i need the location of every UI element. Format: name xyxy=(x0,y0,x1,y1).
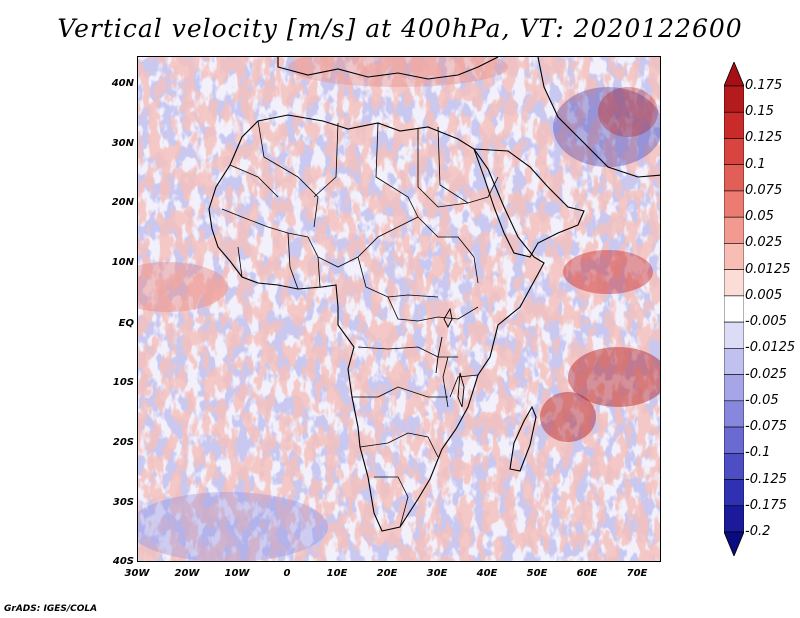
colorbar-label: -0.05 xyxy=(745,392,779,408)
arabia-patch xyxy=(553,87,660,167)
colorbar-label: -0.1 xyxy=(745,445,771,461)
lat-label-40n: 40N xyxy=(111,78,134,89)
colorbar-box xyxy=(724,111,744,139)
colorbar-box xyxy=(724,426,744,454)
colorbar-box xyxy=(724,164,744,192)
lon-label-70e: 70E xyxy=(626,568,648,579)
colorbar-box xyxy=(724,400,744,428)
lon-label-10e: 10E xyxy=(326,568,348,579)
colorbar-label: 0.025 xyxy=(745,235,783,251)
iran-patch xyxy=(598,87,658,137)
colorbar-label: 0.175 xyxy=(745,78,783,93)
colorbar xyxy=(724,62,744,556)
colorbar-label: -0.125 xyxy=(745,471,787,487)
lon-label-30e: 30E xyxy=(426,568,448,579)
colorbar-box xyxy=(724,374,744,402)
lat-label-30s: 30S xyxy=(112,497,134,508)
grads-credit: GrADS: IGES/COLA xyxy=(4,604,98,614)
colorbar-label: 0.1 xyxy=(745,156,766,172)
colorbar-box xyxy=(724,348,744,375)
colorbar-label: 0.125 xyxy=(745,130,783,146)
mediterranean-patch xyxy=(288,57,508,87)
lat-label-20s: 20S xyxy=(112,437,134,448)
indian-ocean-patch-north xyxy=(563,250,653,294)
descent-noise-layer xyxy=(138,57,660,561)
colorbar-max-triangle xyxy=(724,62,744,87)
lat-label-30n: 30N xyxy=(111,138,134,149)
colorbar-box xyxy=(724,269,744,297)
colorbar-label: -0.075 xyxy=(745,419,787,435)
country-borders xyxy=(221,120,499,528)
map-panel xyxy=(137,56,661,562)
lon-label-20e: 20E xyxy=(376,568,398,579)
colorbar-min-triangle xyxy=(724,531,744,556)
colorbar-label: -0.0125 xyxy=(745,340,796,356)
colorbar-box xyxy=(724,505,744,533)
lon-label-30w: 30W xyxy=(124,568,150,579)
colorbar-box xyxy=(724,243,744,270)
lat-label-10s: 10S xyxy=(112,377,134,388)
colorbar-box xyxy=(724,479,744,507)
colorbar-label: 0.05 xyxy=(745,209,774,225)
colorbar-box xyxy=(724,321,744,349)
lon-label-10w: 10W xyxy=(224,568,250,579)
lat-label-eq: EQ xyxy=(118,318,134,329)
colorbar-box xyxy=(724,452,744,480)
colorbar-box xyxy=(724,295,744,323)
colorbar-box xyxy=(724,85,744,113)
lat-label-20n: 20N xyxy=(111,197,134,208)
lon-label-20w: 20W xyxy=(174,568,200,579)
colorbar-box xyxy=(724,190,744,218)
lon-label-0: 0 xyxy=(283,568,291,579)
lon-label-50e: 50E xyxy=(526,568,548,579)
plot-title: Vertical velocity [m/s] at 400hPa, VT: 2… xyxy=(57,14,743,43)
lon-label-40e: 40E xyxy=(476,568,498,579)
madagascar-east-patch xyxy=(540,392,596,442)
colorbar-label: -0.2 xyxy=(745,524,771,539)
lat-label-40s: 40S xyxy=(112,556,134,567)
colorbar-box xyxy=(724,216,744,244)
velocity-field xyxy=(138,57,660,561)
colorbar-box xyxy=(724,138,744,166)
lon-label-60e: 60E xyxy=(576,568,598,579)
colorbar-label: 0.005 xyxy=(745,287,783,303)
colorbar-label: -0.175 xyxy=(745,497,787,513)
colorbar-label: 0.15 xyxy=(745,104,774,120)
indian-ocean-patch-east xyxy=(568,347,660,407)
colorbar-label: -0.005 xyxy=(745,314,787,330)
lat-label-10n: 10N xyxy=(111,257,134,268)
lakes xyxy=(435,307,465,408)
colorbar-label: -0.025 xyxy=(745,366,787,382)
colorbar-label: 0.0125 xyxy=(745,261,791,277)
south-atlantic-patch xyxy=(138,492,328,561)
colorbar-label: 0.075 xyxy=(745,182,783,198)
pacific-descent-patch xyxy=(138,262,228,312)
